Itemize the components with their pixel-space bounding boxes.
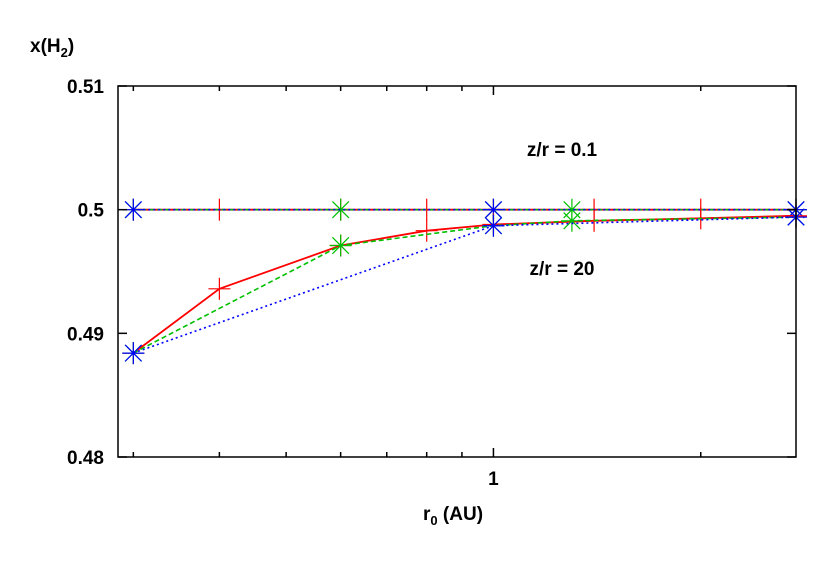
marker-stroke — [484, 217, 503, 235]
marker-stroke — [331, 236, 350, 255]
series-line — [132, 216, 797, 354]
chart-marks — [122, 198, 807, 365]
series-point — [208, 277, 231, 300]
y-axis-ticks: 0.48 0.49 0.5 0.51 — [67, 77, 796, 469]
y-tick-label: 0.5 — [78, 201, 105, 222]
marker-stroke — [563, 212, 581, 230]
series-point — [482, 214, 505, 237]
marker-stroke — [124, 344, 143, 362]
x-tick-label: 1 — [488, 469, 499, 490]
marker-stroke — [484, 200, 503, 219]
marker-stroke — [124, 200, 143, 219]
annotation-z-r-20: z/r = 20 — [530, 259, 595, 280]
y-tick-label: 0.48 — [67, 448, 104, 469]
x-axis-ticks: 1 — [132, 86, 702, 490]
annotation-z-r-0-1: z/r = 0.1 — [527, 140, 598, 161]
y-tick-label: 0.51 — [67, 77, 104, 98]
marker-stroke — [331, 200, 350, 219]
series-point — [560, 209, 583, 232]
y-tick-label: 0.49 — [67, 324, 104, 345]
series-point — [415, 219, 438, 242]
x-axis-label: r0 (AU) — [423, 504, 483, 528]
series-point — [122, 342, 145, 365]
series-point — [329, 234, 352, 257]
series-point — [329, 198, 352, 221]
plot-frame — [117, 85, 797, 458]
series-line — [133, 216, 797, 354]
y-axis-label: x(H2) — [30, 36, 74, 60]
